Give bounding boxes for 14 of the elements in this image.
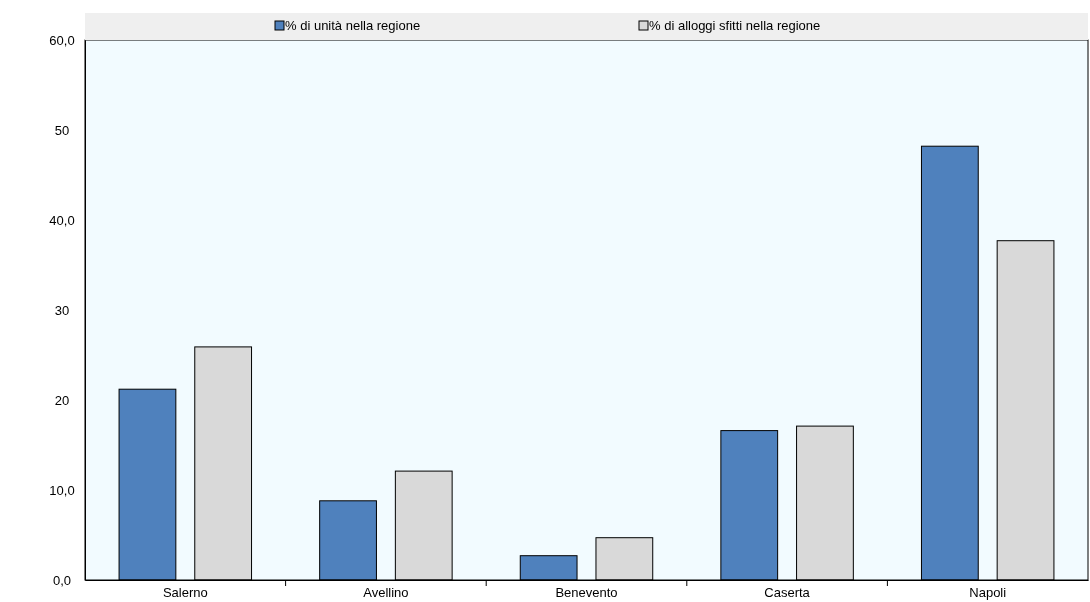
y-tick-label: 0,0 bbox=[52, 572, 72, 588]
y-tick-label: 20 bbox=[54, 392, 70, 408]
x-tick-label: Avellino bbox=[363, 585, 409, 601]
y-tick-label: 40,0 bbox=[49, 212, 75, 228]
x-tick-label: Salerno bbox=[162, 585, 208, 601]
y-tick-label: 50 bbox=[54, 122, 70, 138]
legend-label: % di unità nella regione bbox=[285, 18, 421, 33]
legend-label: % di alloggi sfitti nella regione bbox=[649, 18, 821, 33]
y-tick-label: 10,0 bbox=[49, 482, 75, 498]
x-tick-label: Benevento bbox=[555, 585, 618, 601]
x-tick-label: Napoli bbox=[969, 585, 1007, 601]
x-tick-label: Caserta bbox=[764, 585, 811, 601]
y-tick-label: 60,0 bbox=[49, 32, 75, 48]
y-tick-label: 30 bbox=[54, 302, 70, 318]
